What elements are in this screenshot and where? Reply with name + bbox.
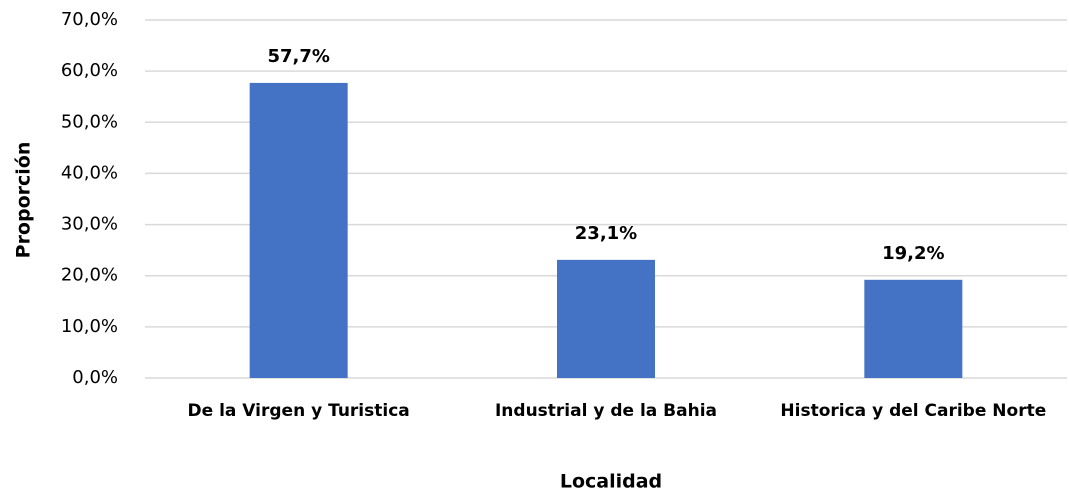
y-tick-label: 10,0% [61,316,118,337]
y-tick-label: 60,0% [61,60,118,81]
y-tick-label: 70,0% [61,9,118,30]
y-tick-label: 40,0% [61,162,118,183]
data-label: 23,1% [575,223,637,244]
x-tick-label: De la Virgen y Turistica [187,401,410,421]
y-tick-label: 30,0% [61,214,118,235]
x-tick-label: Historica y del Caribe Norte [780,401,1047,421]
y-tick-label: 50,0% [61,111,118,132]
bar [557,259,655,378]
x-axis-label: Localidad [560,471,662,492]
bar [249,82,348,379]
y-tick-label: 0,0% [72,367,118,388]
y-axis-label: Proporción [13,142,35,259]
x-tick-label: Industrial y de la Bahia [494,401,718,421]
bar [864,279,963,378]
y-tick-label: 20,0% [61,265,118,286]
data-label: 19,2% [882,243,944,264]
data-label: 57,7% [267,46,329,67]
